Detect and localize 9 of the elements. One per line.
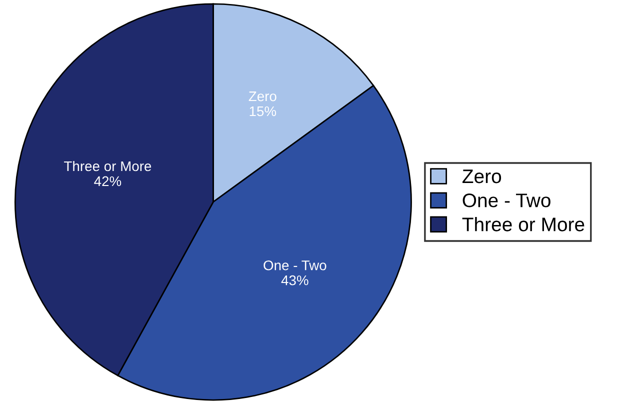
legend-label: One - Two xyxy=(462,194,550,208)
data-label: 42% xyxy=(94,176,122,186)
data-label: 43% xyxy=(281,275,308,286)
slice-label: Zero xyxy=(248,92,276,102)
slice-label: Three or More xyxy=(64,160,152,172)
slice-label: One - Two xyxy=(264,260,326,270)
legend-label: Zero xyxy=(462,170,502,184)
legend-label: Three or More xyxy=(462,217,584,232)
data-label: 15% xyxy=(250,106,276,116)
